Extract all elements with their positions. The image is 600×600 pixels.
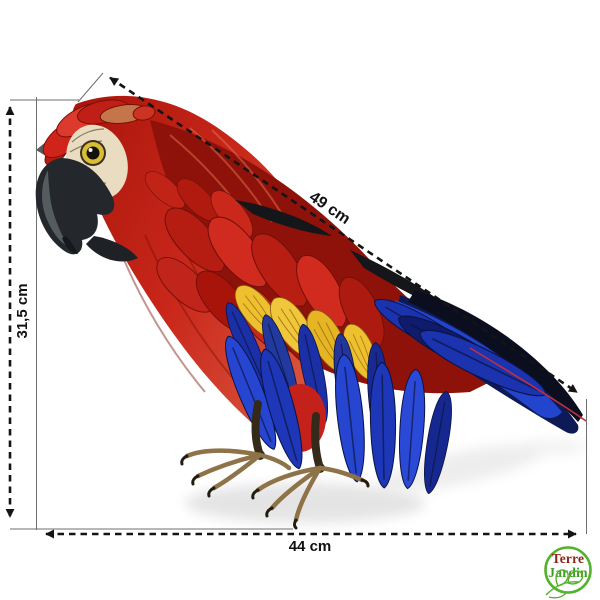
brand-logo: Terre Jardin [544,546,592,599]
logo-word-top: Terre [552,551,585,566]
dimension-annotations: 49 cm 31,5 cm 44 cm [5,76,578,555]
logo-leaf-icon [545,569,584,599]
diagonal-dimension-line [109,76,578,394]
height-dimension-label: 31,5 cm [14,283,31,338]
shadow [185,439,587,523]
parrot-eye [80,140,106,166]
extension-lines [10,72,587,534]
width-dimension-label: 44 cm [289,538,332,555]
extension-line-diagonal-start [77,72,104,103]
legs-and-feet [180,400,370,530]
